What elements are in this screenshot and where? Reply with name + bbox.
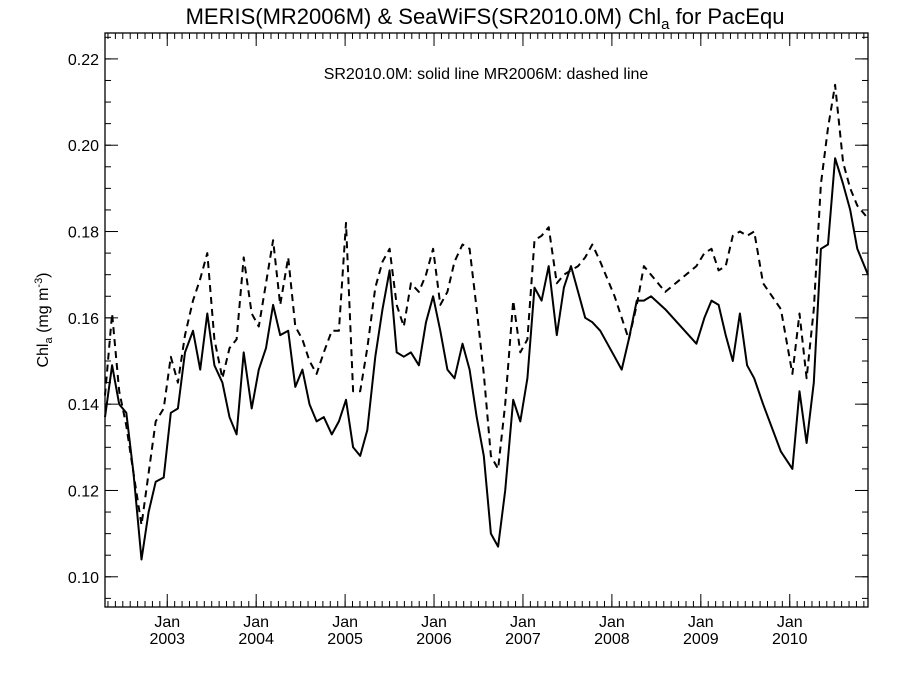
chart-title-subscript: a — [661, 16, 670, 33]
y-tick-label: 0.18 — [68, 225, 99, 242]
y-tick-label: 0.12 — [68, 483, 99, 500]
x-tick-year-label: 2008 — [594, 631, 630, 648]
y-axis-label-superscript: -3 — [33, 278, 45, 288]
y-tick-label: 0.22 — [68, 52, 99, 69]
x-tick-month-label: Jan — [421, 614, 447, 631]
data-series — [104, 83, 869, 561]
x-tick-year-label: 2009 — [683, 631, 719, 648]
x-tick-year-label: 2010 — [772, 631, 808, 648]
axis-ticks: 0.100.120.140.160.180.200.22Jan2003Jan20… — [68, 33, 868, 648]
y-axis-label-suffix: (mg m — [35, 288, 52, 338]
series-line-solid — [104, 157, 869, 561]
x-tick-year-label: 2005 — [327, 631, 363, 648]
x-tick-month-label: Jan — [154, 614, 180, 631]
y-axis-label: Chla (mg m-3) — [33, 272, 55, 367]
x-tick-year-label: 2003 — [149, 631, 185, 648]
x-tick-year-label: 2006 — [416, 631, 452, 648]
y-tick-label: 0.16 — [68, 311, 99, 328]
y-tick-label: 0.10 — [68, 570, 99, 587]
x-tick-year-label: 2004 — [238, 631, 274, 648]
plot-frame — [104, 32, 869, 608]
chart-title-main: MERIS(MR2006M) & SeaWiFS(SR2010.0M) Chl — [186, 4, 662, 29]
chart-title-suffix: for PacEqu — [669, 4, 784, 29]
x-tick-year-label: 2007 — [505, 631, 541, 648]
legend-annotation: SR2010.0M: solid line MR2006M: dashed li… — [324, 66, 649, 83]
series-line-dashed — [104, 83, 869, 526]
chart-title: MERIS(MR2006M) & SeaWiFS(SR2010.0M) Chla… — [186, 4, 785, 33]
x-tick-month-label: Jan — [332, 614, 358, 631]
y-axis-label-end: ) — [35, 272, 52, 277]
y-axis-label-subscript: a — [43, 337, 55, 344]
y-tick-label: 0.20 — [68, 138, 99, 155]
x-tick-month-label: Jan — [510, 614, 536, 631]
y-axis-label-main: Chl — [35, 344, 52, 368]
x-tick-month-label: Jan — [243, 614, 269, 631]
x-tick-month-label: Jan — [777, 614, 803, 631]
x-tick-month-label: Jan — [599, 614, 625, 631]
y-tick-label: 0.14 — [68, 397, 99, 414]
x-tick-month-label: Jan — [688, 614, 714, 631]
